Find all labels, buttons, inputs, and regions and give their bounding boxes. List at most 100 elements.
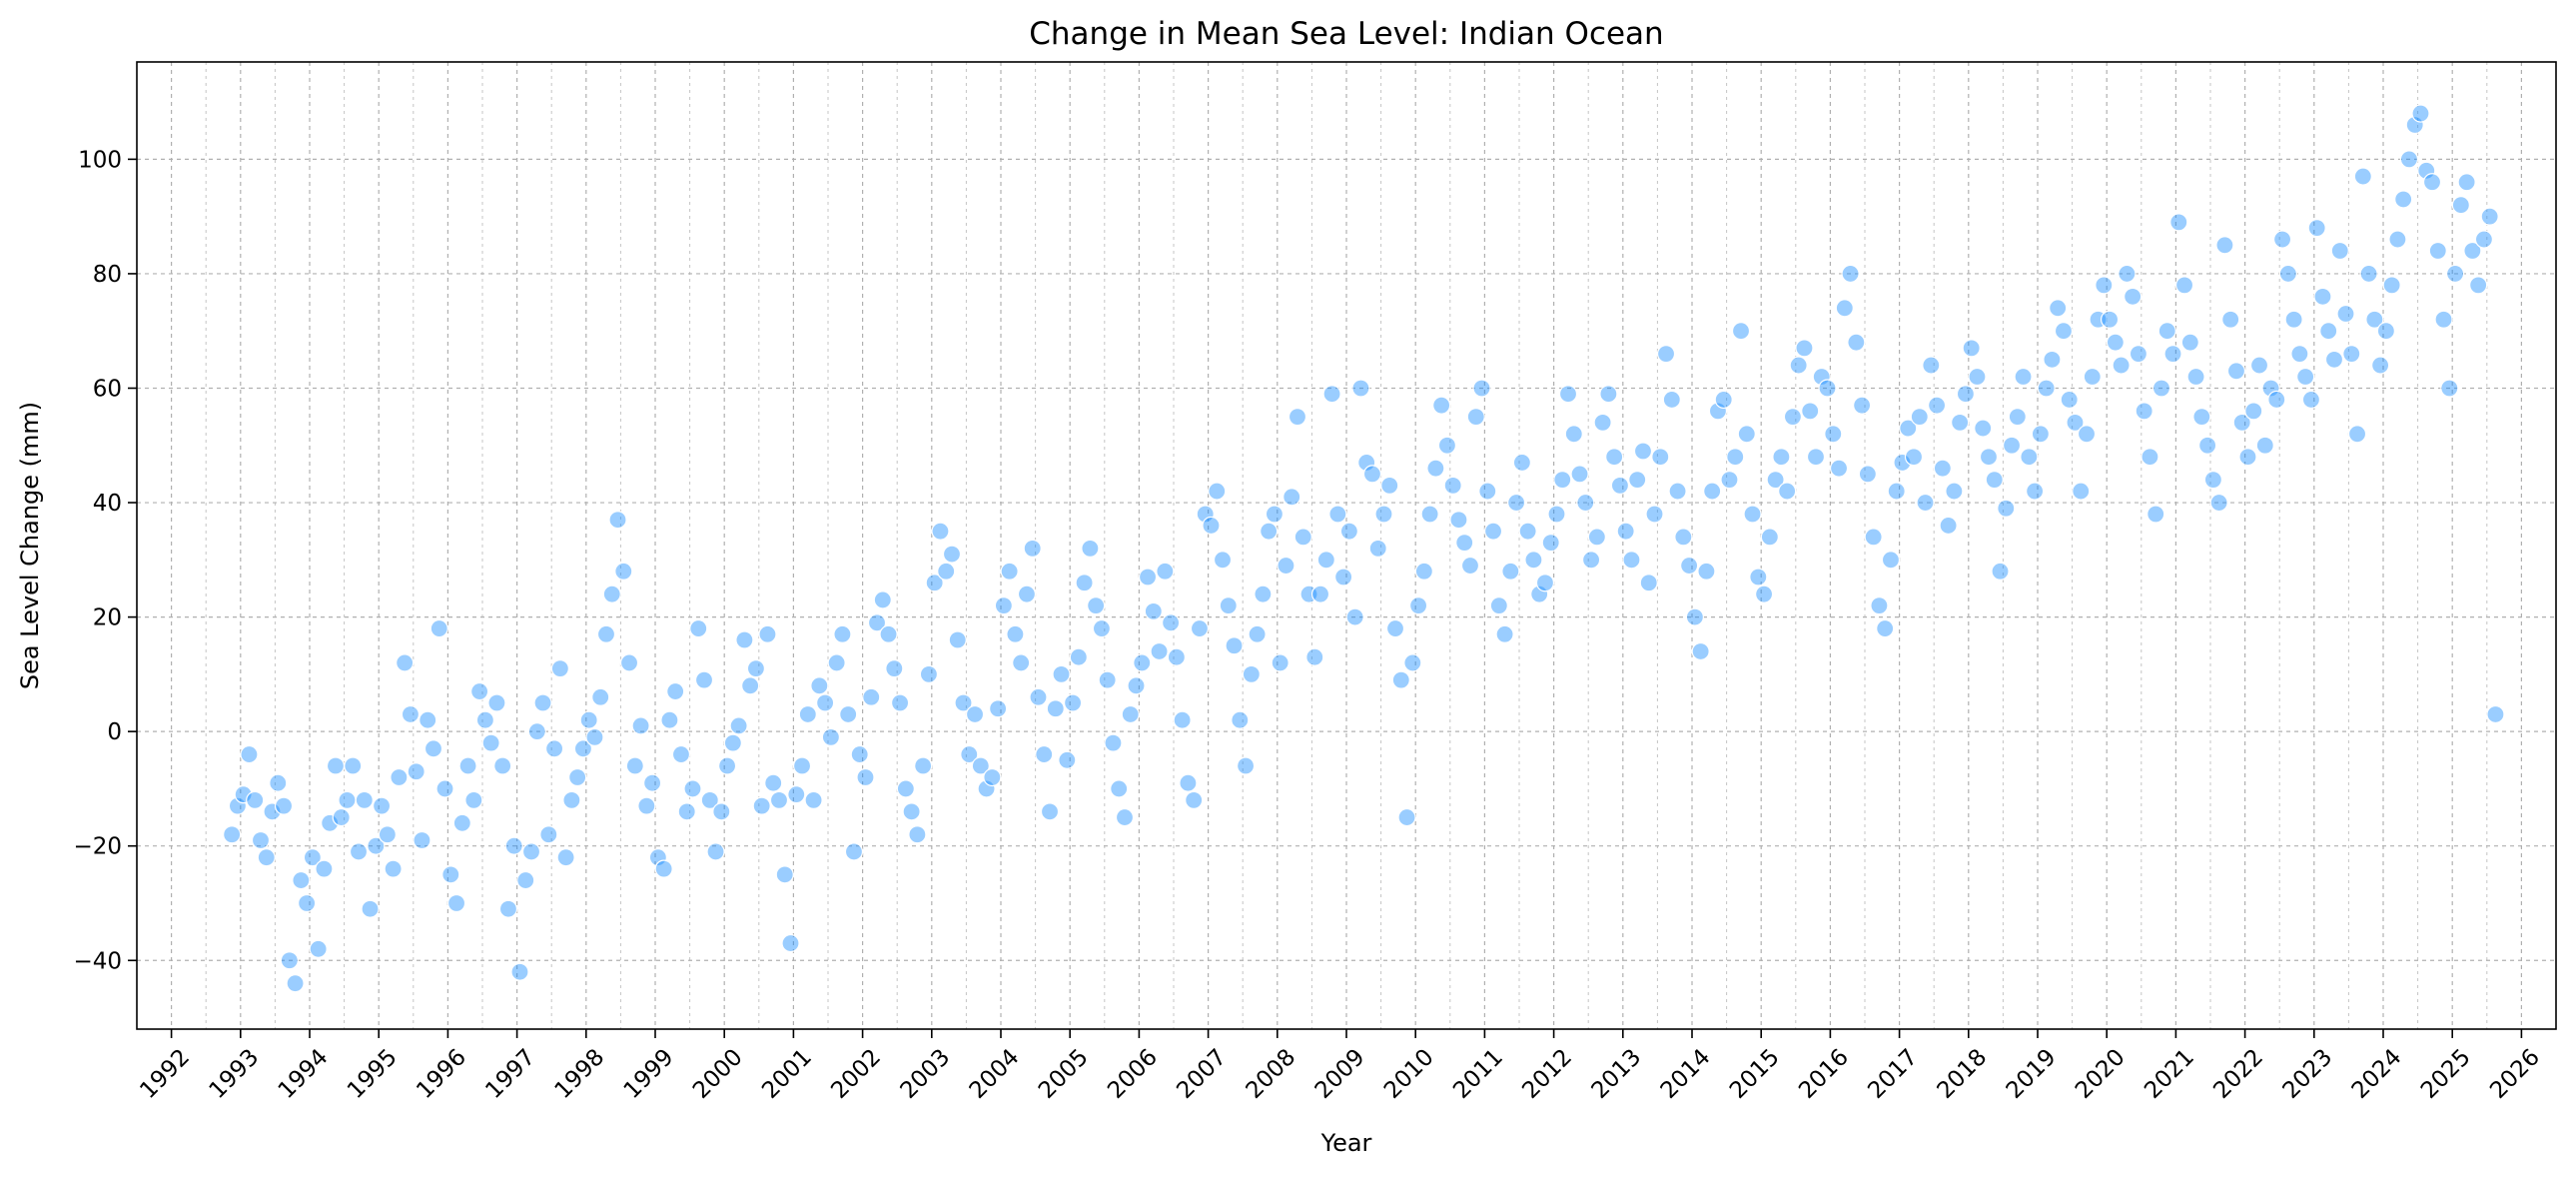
data-point [286,974,305,993]
data-point [1449,511,1468,530]
data-point [1570,465,1589,484]
data-point [1162,613,1181,632]
y-tick-label: 0 [107,719,122,745]
data-point [2002,436,2022,455]
data-point [1472,379,1491,398]
data-point [2440,379,2459,398]
data-point [321,813,340,832]
data-point [937,562,956,581]
data-point [1974,419,1993,438]
data-point [758,624,777,643]
data-point [424,739,443,758]
data-point [1685,607,1704,626]
data-point [902,802,921,821]
data-point [446,893,466,913]
data-point [1115,807,1135,827]
data-point [2405,115,2424,135]
data-point [504,836,523,855]
data-point [827,653,846,672]
data-point [223,825,242,844]
data-point [2095,276,2114,295]
data-point [643,773,662,792]
data-point [1847,333,1866,352]
data-point [1058,750,1077,769]
data-point [2238,448,2257,467]
data-point [326,756,346,775]
data-point [602,585,621,603]
data-point [2376,322,2395,341]
data-point [1156,562,1175,581]
data-point [2008,408,2027,427]
data-point [2480,207,2499,226]
data-point [2486,704,2505,724]
data-point [2049,299,2068,318]
data-point [2451,196,2470,215]
data-point [470,681,489,701]
data-point [1110,779,1129,798]
data-point [2186,367,2205,387]
data-point [1478,482,1497,501]
data-point [1334,568,1353,587]
data-point [989,699,1008,718]
data-point [867,613,887,632]
data-point [1225,636,1244,655]
data-point [585,727,604,746]
data-point [521,842,541,861]
y-axis: −40 −20 0 20 40 60 80 100 [73,147,137,974]
data-point [862,687,881,706]
data-point [2371,356,2390,375]
data-point [435,779,454,798]
data-point [1202,516,1221,536]
data-point [487,693,506,712]
data-point [2457,173,2476,192]
data-point [1512,453,1531,473]
data-point [1092,618,1112,638]
data-point [977,779,996,798]
data-point [1581,551,1601,570]
data-point [2445,264,2465,284]
data-point [315,859,334,878]
data-point [1535,574,1555,592]
data-point [2296,367,2315,387]
data-point [1766,471,1785,490]
data-point [700,790,719,809]
data-point [390,767,409,787]
data-point [2174,276,2194,295]
data-point [873,590,892,609]
data-point [2244,402,2263,421]
data-point [2353,167,2372,186]
data-point [1248,624,1267,643]
data-point [856,767,875,787]
data-point [452,813,471,832]
data-point [493,756,512,775]
data-point [954,693,973,712]
data-point [228,796,248,815]
data-point [1812,367,1831,387]
data-point [1979,448,1999,467]
data-point [1104,733,1123,752]
data-point [1426,459,1445,478]
data-point [2060,390,2079,410]
data-point [1593,413,1612,432]
data-point [2100,310,2120,329]
data-point [573,739,593,758]
data-point [562,790,581,809]
data-point [1403,653,1422,672]
data-point [240,744,259,764]
data-point [2020,448,2039,467]
data-point [1754,585,1774,603]
data-point [1662,390,1681,410]
data-point [1357,453,1376,473]
data-point [361,899,380,918]
data-point [1345,607,1364,626]
y-tick-label: −40 [73,948,122,974]
data-point [1789,356,1808,375]
data-point [1271,653,1289,672]
data-point [1144,601,1163,620]
data-point [1951,413,1970,432]
data-point [1466,408,1485,427]
data-point [1737,425,1756,444]
data-point [1518,522,1537,541]
data-point [579,710,598,729]
data-point [2169,213,2188,232]
